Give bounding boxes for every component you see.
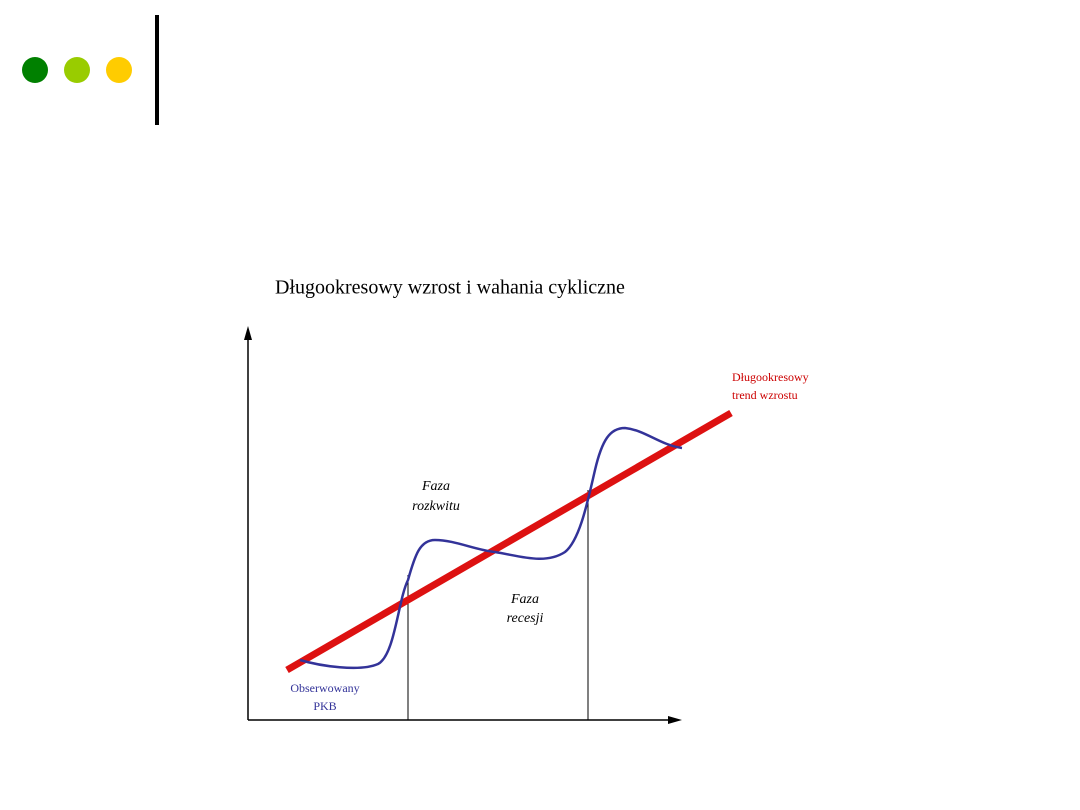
observed-label: PKB: [313, 699, 336, 713]
diagram-title: Długookresowy wzrost i wahania cykliczne: [275, 277, 625, 299]
decor-dot: [64, 57, 90, 83]
observed-label: Obserwowany: [290, 681, 359, 695]
trend-label: Długookresowy: [732, 370, 809, 384]
observed-gdp-curve: [299, 426, 683, 670]
phase-label: recesji: [507, 611, 544, 626]
phase-label: rozkwitu: [412, 499, 460, 514]
decor-dot: [106, 57, 132, 83]
axes: [247, 334, 676, 721]
trend-line: [285, 409, 733, 674]
phase-label: Faza: [421, 479, 450, 494]
arrow-head: [244, 326, 252, 340]
trend-label: trend wzrostu: [732, 388, 798, 402]
decor-dot: [22, 57, 48, 83]
phase-label: Faza: [510, 592, 539, 607]
arrow-head: [668, 716, 682, 724]
